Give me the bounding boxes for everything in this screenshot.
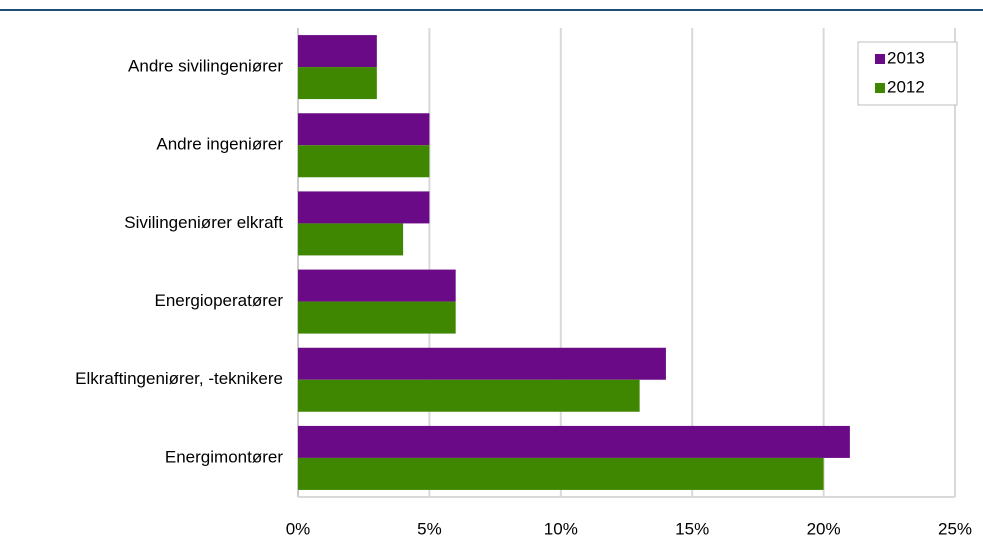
x-tick-label: 20% [807,519,841,538]
x-tick-label: 15% [675,519,709,538]
legend-label: 2012 [887,77,925,96]
bar [298,379,640,412]
x-tick-label: 5% [417,519,442,538]
bar [298,269,456,302]
bar [298,425,850,458]
legend-swatch [875,54,885,64]
bar [298,113,430,146]
y-tick-label: Sivilingeniører elkraft [124,213,283,232]
bar [298,457,824,490]
y-tick-label: Energioperatører [154,291,283,310]
bar [298,35,377,68]
y-tick-label: Andre sivilingeniører [128,57,283,76]
bar [298,191,430,224]
bar [298,347,666,380]
y-tick-label: Energimontører [165,447,283,466]
x-tick-label: 0% [286,519,311,538]
y-tick-label: Andre ingeniører [156,135,283,154]
bar [298,223,404,256]
x-tick-label: 25% [938,519,972,538]
legend-label: 2013 [887,48,925,67]
legend-swatch [875,83,885,93]
bar [298,145,430,178]
x-tick-label: 10% [544,519,578,538]
y-tick-label: Elkraftingeniører, -teknikere [75,369,283,388]
bar [298,67,377,100]
bar [298,301,456,334]
legend-box [857,41,958,106]
